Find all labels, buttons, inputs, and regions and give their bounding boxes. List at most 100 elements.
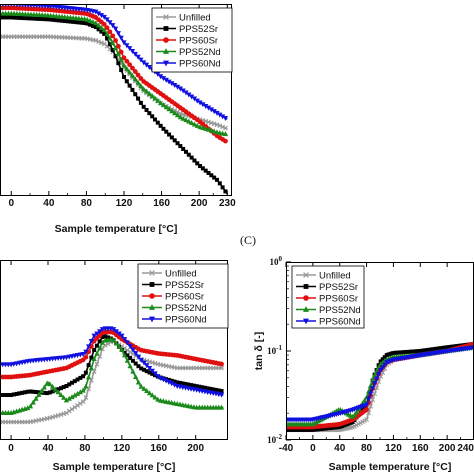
legend-label: PPS60Nd bbox=[319, 317, 361, 328]
data-point bbox=[138, 57, 144, 63]
data-point bbox=[158, 375, 164, 381]
data-point bbox=[104, 17, 110, 23]
data-point bbox=[219, 361, 224, 367]
legend-marker bbox=[163, 48, 169, 54]
data-point bbox=[15, 5, 19, 8]
data-point bbox=[180, 381, 185, 386]
data-point bbox=[57, 18, 62, 23]
data-point bbox=[189, 94, 195, 100]
data-point bbox=[72, 392, 78, 398]
data-point bbox=[425, 348, 429, 353]
y-axis-title: tan δ [-] bbox=[253, 332, 265, 370]
data-point bbox=[150, 371, 155, 376]
data-point bbox=[160, 377, 166, 383]
data-point bbox=[220, 124, 226, 130]
series-PPS60Sr bbox=[287, 341, 473, 430]
data-point bbox=[45, 5, 50, 9]
data-point bbox=[378, 367, 384, 373]
data-point bbox=[80, 351, 86, 357]
data-point bbox=[158, 74, 164, 80]
data-point bbox=[380, 357, 385, 362]
data-point bbox=[220, 114, 226, 120]
legend-marker bbox=[163, 26, 169, 31]
data-point bbox=[125, 353, 130, 358]
data-point bbox=[88, 339, 94, 344]
data-point bbox=[370, 386, 376, 392]
data-point bbox=[209, 173, 214, 178]
data-point bbox=[351, 412, 358, 418]
data-point bbox=[50, 383, 56, 389]
data-point bbox=[202, 385, 207, 390]
data-point bbox=[189, 120, 195, 126]
data-point bbox=[80, 387, 86, 393]
data-point bbox=[115, 43, 121, 49]
data-point bbox=[178, 144, 183, 149]
data-point bbox=[74, 20, 79, 25]
data-point bbox=[135, 72, 141, 78]
data-point bbox=[96, 39, 102, 45]
data-point bbox=[306, 427, 311, 432]
data-point bbox=[138, 383, 144, 389]
data-point bbox=[218, 392, 225, 398]
data-point bbox=[146, 390, 153, 396]
data-point bbox=[431, 347, 436, 352]
data-point bbox=[104, 30, 110, 36]
data-point bbox=[160, 76, 167, 82]
data-point bbox=[121, 62, 127, 68]
data-point bbox=[361, 397, 368, 403]
data-point bbox=[147, 111, 152, 116]
data-point bbox=[394, 350, 399, 355]
series-PPS60Nd bbox=[1, 326, 225, 398]
data-point bbox=[38, 388, 45, 394]
data-point bbox=[152, 394, 158, 400]
data-point bbox=[99, 40, 104, 46]
panel-bottom-left-chart: 0 40 80 120 160 200 Sample temperature [°C] Unf… bbox=[0, 260, 229, 473]
data-point bbox=[69, 394, 75, 400]
data-point bbox=[177, 86, 183, 92]
data-point bbox=[71, 19, 76, 24]
series-PPS52Nd bbox=[287, 344, 473, 427]
data-point bbox=[370, 397, 376, 403]
data-point bbox=[338, 424, 343, 429]
data-point bbox=[74, 390, 81, 396]
data-point bbox=[414, 349, 419, 354]
data-point bbox=[216, 388, 221, 393]
legend-marker bbox=[303, 318, 309, 325]
data-point bbox=[163, 378, 169, 384]
data-point bbox=[68, 19, 73, 24]
data-point bbox=[141, 385, 147, 391]
legend-label: Unfilled bbox=[319, 271, 351, 282]
data-point bbox=[10, 5, 13, 7]
data-point bbox=[144, 363, 150, 369]
data-point bbox=[312, 427, 317, 432]
data-point bbox=[26, 16, 31, 21]
data-point bbox=[141, 86, 147, 92]
data-point bbox=[372, 372, 378, 378]
data-point bbox=[118, 35, 124, 41]
data-point bbox=[169, 81, 175, 87]
data-point bbox=[200, 125, 206, 131]
data-point bbox=[133, 374, 139, 379]
data-point bbox=[144, 388, 150, 394]
data-point bbox=[178, 380, 182, 385]
y-tick-label: 100 bbox=[270, 255, 283, 267]
x-axis-title: Sample temperature [°C] bbox=[329, 461, 452, 473]
series-line bbox=[1, 340, 224, 423]
data-point bbox=[365, 397, 372, 403]
data-point bbox=[422, 348, 427, 353]
plot-frame bbox=[0, 260, 228, 440]
data-point bbox=[138, 83, 144, 89]
data-point bbox=[443, 345, 448, 350]
data-point bbox=[310, 427, 315, 432]
plot-frame bbox=[0, 4, 232, 196]
y-tick-label: 10-1 bbox=[267, 344, 282, 356]
data-point bbox=[93, 9, 99, 15]
data-point bbox=[110, 337, 117, 343]
data-point bbox=[107, 29, 113, 35]
data-point bbox=[127, 83, 132, 88]
data-point bbox=[396, 350, 401, 355]
x-tick-label: 0 bbox=[8, 198, 14, 209]
data-point bbox=[91, 369, 97, 375]
